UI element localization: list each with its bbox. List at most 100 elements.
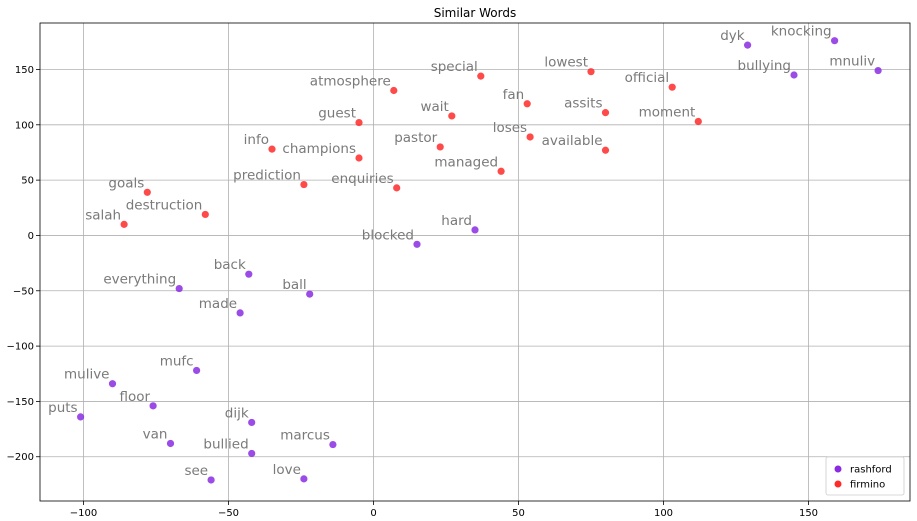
x-tick-label: 0 xyxy=(370,508,376,519)
data-point-champions xyxy=(355,154,363,162)
point-label-salah: salah xyxy=(85,207,121,223)
data-point-van xyxy=(166,439,175,448)
point-label-see: see xyxy=(184,463,208,479)
data-point-enquiries xyxy=(393,184,401,192)
data-point-puts xyxy=(77,413,85,421)
point-label-mnuliv: mnuliv xyxy=(829,54,875,70)
legend-box xyxy=(825,456,905,496)
y-tick-label: 150 xyxy=(15,65,34,76)
point-label-fan: fan xyxy=(503,87,525,103)
point-label-loses: loses xyxy=(493,120,527,136)
data-point-info xyxy=(268,145,276,153)
data-point-wait xyxy=(448,112,456,120)
point-label-puts: puts xyxy=(48,400,77,416)
point-label-available: available xyxy=(542,133,603,149)
data-point-guest xyxy=(355,118,363,127)
data-point-everything xyxy=(175,284,183,293)
data-point-floor xyxy=(149,402,157,410)
data-point-mulive xyxy=(108,380,117,388)
point-label-guest: guest xyxy=(318,106,356,122)
data-point-blocked xyxy=(413,240,421,248)
data-point-marcus xyxy=(329,440,337,449)
data-point-goals xyxy=(143,188,151,196)
point-label-van: van xyxy=(143,426,168,442)
x-tick-label: 150 xyxy=(799,508,818,519)
point-label-everything: everything xyxy=(103,272,176,288)
point-label-made: made xyxy=(199,296,237,312)
data-point-fan xyxy=(523,100,531,108)
legend-label-rashford: rashford xyxy=(850,465,892,476)
data-point-love xyxy=(300,475,308,483)
point-label-lowest: lowest xyxy=(544,55,588,71)
y-tick-label: −150 xyxy=(7,397,34,408)
point-label-champions: champions xyxy=(282,141,356,157)
point-label-dijk: dijk xyxy=(225,405,249,421)
point-label-hard: hard xyxy=(441,213,472,229)
point-label-special: special xyxy=(431,59,478,75)
data-point-made xyxy=(236,309,244,317)
legend-label-firmino: firmino xyxy=(850,480,885,491)
point-label-enquiries: enquiries xyxy=(331,171,393,187)
data-point-ball xyxy=(306,290,314,298)
data-point-managed xyxy=(497,167,505,175)
point-label-goals: goals xyxy=(108,175,144,191)
point-label-mufc: mufc xyxy=(160,353,194,369)
legend-marker-rashford xyxy=(834,465,842,473)
point-label-marcus: marcus xyxy=(280,428,330,444)
axis-ticks: −100 −50 0 50 100 150 −200 −150 −100 −50 0 50 100 150 xyxy=(7,65,819,519)
data-point-atmosphere xyxy=(390,86,398,95)
data-point-official xyxy=(668,83,676,91)
data-point-pastor xyxy=(436,143,444,151)
point-label-back: back xyxy=(214,257,246,273)
point-label-bullied: bullied xyxy=(203,436,248,452)
data-point-prediction xyxy=(300,180,308,189)
data-point-moment xyxy=(694,117,702,126)
grid xyxy=(40,23,910,501)
y-tick-label: −200 xyxy=(7,452,34,463)
data-point-assits xyxy=(601,109,610,117)
data-point-see xyxy=(207,476,215,484)
plot-frame xyxy=(39,22,911,502)
legend: rashford firmino xyxy=(825,456,905,496)
data-point-loses xyxy=(526,133,534,141)
legend-marker-firmino xyxy=(834,480,842,488)
data-point-bullied xyxy=(248,449,256,458)
point-label-atmosphere: atmosphere xyxy=(310,73,391,89)
point-label-official: official xyxy=(625,70,670,86)
data-points xyxy=(77,37,882,484)
data-point-lowest xyxy=(587,68,595,76)
data-point-dijk xyxy=(248,418,256,427)
x-tick-label: 100 xyxy=(654,508,673,519)
data-point-destruction xyxy=(201,210,209,219)
point-label-managed: managed xyxy=(434,154,498,170)
y-tick-label: −50 xyxy=(13,286,34,297)
x-tick-label: 50 xyxy=(512,508,525,519)
x-tick-label: −100 xyxy=(70,508,97,519)
point-label-moment: moment xyxy=(639,104,696,120)
data-point-dyk xyxy=(744,41,752,49)
point-label-assits: assits xyxy=(564,96,602,112)
point-label-love: love xyxy=(273,462,301,478)
point-label-dyk: dyk xyxy=(720,28,745,44)
point-label-floor: floor xyxy=(120,389,151,405)
data-point-special xyxy=(477,72,485,80)
y-tick-label: 0 xyxy=(28,231,34,242)
point-label-prediction: prediction xyxy=(233,168,301,184)
point-label-blocked: blocked xyxy=(362,227,414,243)
data-point-bullying xyxy=(790,71,798,79)
chart-title: Similar Words xyxy=(434,6,517,20)
data-point-mnuliv xyxy=(874,66,882,75)
point-label-destruction: destruction xyxy=(126,197,203,213)
point-label-bullying: bullying xyxy=(738,58,792,74)
y-tick-label: 100 xyxy=(15,120,34,131)
y-tick-label: 50 xyxy=(21,176,34,187)
point-labels: dyk knocking bullying mnuliv hard blocked back… xyxy=(48,24,875,479)
point-label-info: info xyxy=(244,132,269,148)
data-point-mufc xyxy=(193,366,201,375)
point-label-pastor: pastor xyxy=(394,130,437,146)
point-label-ball: ball xyxy=(282,277,306,293)
point-label-mulive: mulive xyxy=(64,367,110,383)
data-point-hard xyxy=(471,226,479,234)
data-point-back xyxy=(245,270,253,278)
